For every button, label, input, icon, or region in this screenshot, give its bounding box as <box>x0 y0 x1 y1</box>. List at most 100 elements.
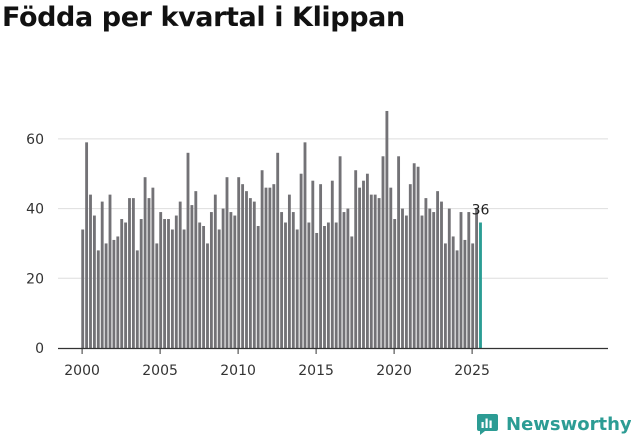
bar <box>268 187 272 348</box>
bar <box>369 194 373 348</box>
bar <box>280 212 284 348</box>
bar-chart: 2000 2005 2010 2015 2020 2025 0 20 40 60 36 <box>26 110 608 379</box>
bar <box>416 166 420 348</box>
bar <box>131 198 135 348</box>
x-tick-label: 2020 <box>376 363 412 379</box>
bar <box>209 212 213 348</box>
bar <box>104 243 108 348</box>
bar <box>397 156 401 348</box>
bar <box>155 243 159 348</box>
bar <box>436 191 440 348</box>
latest-value-label: 36 <box>472 203 490 219</box>
bar <box>147 198 151 348</box>
bar <box>467 212 471 348</box>
bar <box>100 201 104 348</box>
bar <box>471 243 475 348</box>
bar <box>455 250 459 348</box>
bar <box>440 201 443 348</box>
bar <box>358 187 362 348</box>
bar <box>424 198 428 348</box>
bar <box>272 184 276 348</box>
bar <box>377 198 381 348</box>
bar <box>287 194 291 348</box>
bar <box>233 215 237 348</box>
bar <box>182 229 186 348</box>
bar <box>163 219 167 348</box>
bar <box>174 215 178 348</box>
x-axis: 2000 2005 2010 2015 2020 2025 <box>58 347 608 379</box>
bar <box>221 208 225 348</box>
bar <box>323 226 326 348</box>
bar <box>291 212 295 348</box>
page-title: Födda per kvartal i Klippan <box>2 2 405 33</box>
bar <box>315 232 319 348</box>
bar <box>159 212 163 348</box>
bar <box>420 215 424 348</box>
x-tick-label: 2025 <box>454 363 490 379</box>
newsworthy-brand[interactable]: Newsworthy <box>476 408 631 440</box>
bar <box>116 236 120 348</box>
x-tick-label: 2005 <box>142 363 178 379</box>
bar <box>303 142 307 348</box>
bar <box>190 205 194 348</box>
bar <box>401 208 404 348</box>
bar <box>202 226 206 348</box>
bar <box>362 180 365 348</box>
bar <box>241 184 245 348</box>
bar <box>124 222 128 348</box>
bar <box>404 215 408 348</box>
bar <box>326 222 330 348</box>
y-tick-label: 60 <box>26 132 44 148</box>
bar <box>128 198 131 348</box>
bar <box>346 208 350 348</box>
bar <box>393 219 397 348</box>
bar <box>167 219 170 348</box>
bar <box>225 177 229 348</box>
bar <box>463 239 467 348</box>
bar <box>120 219 124 348</box>
bar <box>381 156 385 348</box>
bar <box>432 212 436 348</box>
bar <box>206 243 209 348</box>
brand-name: Newsworthy <box>506 413 631 435</box>
bar <box>354 170 358 348</box>
bar <box>92 215 96 348</box>
bar <box>412 163 416 348</box>
bar <box>85 142 89 348</box>
bar <box>186 152 190 348</box>
bar <box>170 229 174 348</box>
bar <box>443 243 447 348</box>
bar <box>151 187 155 348</box>
bar <box>252 201 256 348</box>
bar <box>299 173 303 348</box>
bar <box>135 250 139 348</box>
bar <box>350 236 354 348</box>
x-tick-label: 2010 <box>220 363 256 379</box>
y-tick-label: 0 <box>35 341 44 357</box>
bar <box>256 226 260 348</box>
x-tick-label: 2000 <box>64 363 100 379</box>
bar <box>385 110 389 348</box>
bar <box>408 184 412 348</box>
bar <box>334 222 338 348</box>
bar <box>213 194 217 348</box>
bar <box>475 208 479 348</box>
bar <box>248 198 252 348</box>
bar <box>143 177 147 348</box>
bar <box>89 194 92 348</box>
bar <box>459 212 463 348</box>
x-tick-label: 2015 <box>298 363 334 379</box>
bar <box>194 191 198 348</box>
bar <box>389 187 393 348</box>
bar <box>365 173 369 348</box>
newsworthy-logo-icon <box>477 413 498 435</box>
bar <box>311 180 315 348</box>
bar <box>264 187 268 348</box>
bar <box>428 208 432 348</box>
bar <box>217 229 221 348</box>
y-tick-label: 20 <box>26 271 44 287</box>
bar <box>330 180 334 348</box>
bar <box>319 184 323 348</box>
bar <box>108 194 112 348</box>
bar <box>295 229 299 348</box>
